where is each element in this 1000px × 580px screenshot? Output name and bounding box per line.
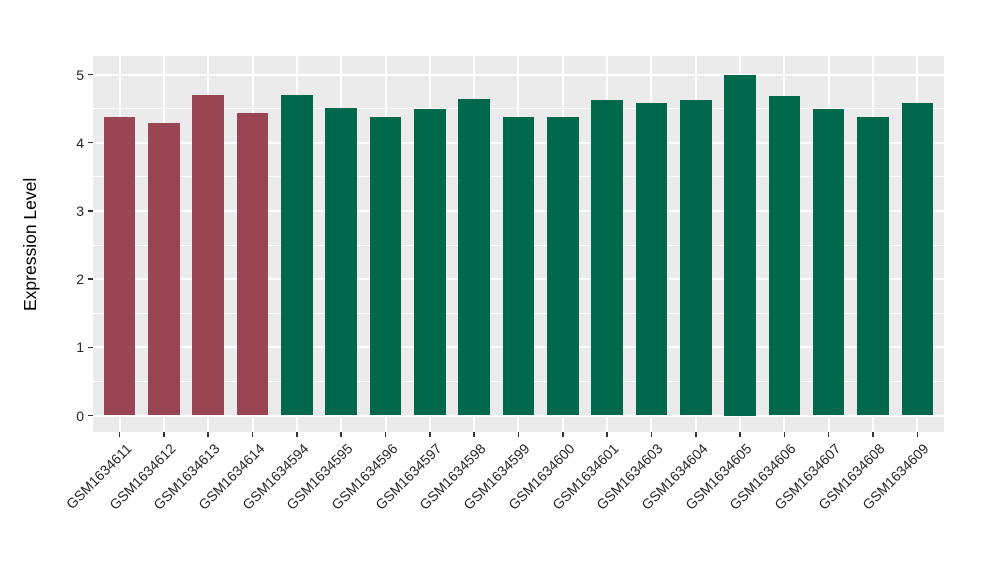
bar-GSM1634594 (281, 94, 313, 416)
x-axis-tick-label: GSM1634609 (859, 440, 932, 513)
bar-GSM1634614 (236, 112, 269, 416)
bar-GSM1634612 (148, 122, 180, 416)
bar-GSM1634608 (857, 117, 889, 416)
y-tick-mark (88, 346, 93, 349)
x-tick-mark (118, 432, 121, 437)
x-tick-mark (429, 432, 431, 437)
bar-GSM1634598 (458, 99, 490, 416)
y-axis-tick-label: 5 (76, 66, 84, 83)
x-tick-mark (517, 432, 520, 437)
y-axis-tick-label: 3 (76, 202, 84, 219)
x-tick-mark (251, 432, 254, 437)
x-tick-mark (872, 432, 874, 437)
x-tick-mark (207, 432, 209, 437)
bar-GSM1634601 (591, 99, 623, 416)
y-axis-tick-label: 2 (76, 271, 84, 288)
x-tick-mark (384, 432, 387, 437)
x-tick-mark (606, 432, 608, 437)
x-tick-mark (296, 432, 298, 437)
bar-GSM1634596 (369, 117, 402, 416)
x-tick-mark (916, 432, 919, 437)
x-tick-mark (650, 432, 653, 437)
x-tick-mark (695, 432, 697, 437)
y-axis-title: Expression Level (20, 177, 40, 311)
bar-GSM1634605 (724, 74, 756, 416)
bar-GSM1634597 (414, 108, 446, 416)
bar-GSM1634611 (103, 117, 136, 416)
bar-GSM1634595 (325, 107, 357, 416)
y-tick-mark (88, 210, 93, 212)
y-tick-mark (88, 278, 93, 280)
x-tick-mark (783, 432, 786, 437)
x-tick-mark (473, 432, 475, 437)
x-tick-mark (827, 432, 830, 437)
bar-GSM1634599 (502, 116, 535, 416)
bar-GSM1634609 (901, 103, 934, 416)
y-axis-tick-label: 0 (76, 407, 84, 424)
bar-GSM1634606 (768, 95, 801, 416)
x-tick-mark (340, 432, 342, 437)
y-tick-mark (88, 73, 93, 76)
y-axis-tick-label: 1 (76, 339, 84, 356)
y-axis-tick-label: 4 (76, 134, 84, 151)
bar-GSM1634613 (192, 94, 224, 416)
bar-GSM1634604 (680, 99, 712, 416)
y-tick-mark (88, 141, 93, 144)
x-tick-mark (562, 432, 564, 437)
x-tick-mark (163, 432, 165, 437)
x-tick-mark (739, 432, 741, 437)
bar-GSM1634607 (812, 108, 845, 416)
bar-GSM1634600 (547, 117, 579, 416)
bar-GSM1634603 (635, 103, 668, 416)
plot-panel (93, 56, 944, 432)
y-tick-mark (88, 414, 93, 417)
